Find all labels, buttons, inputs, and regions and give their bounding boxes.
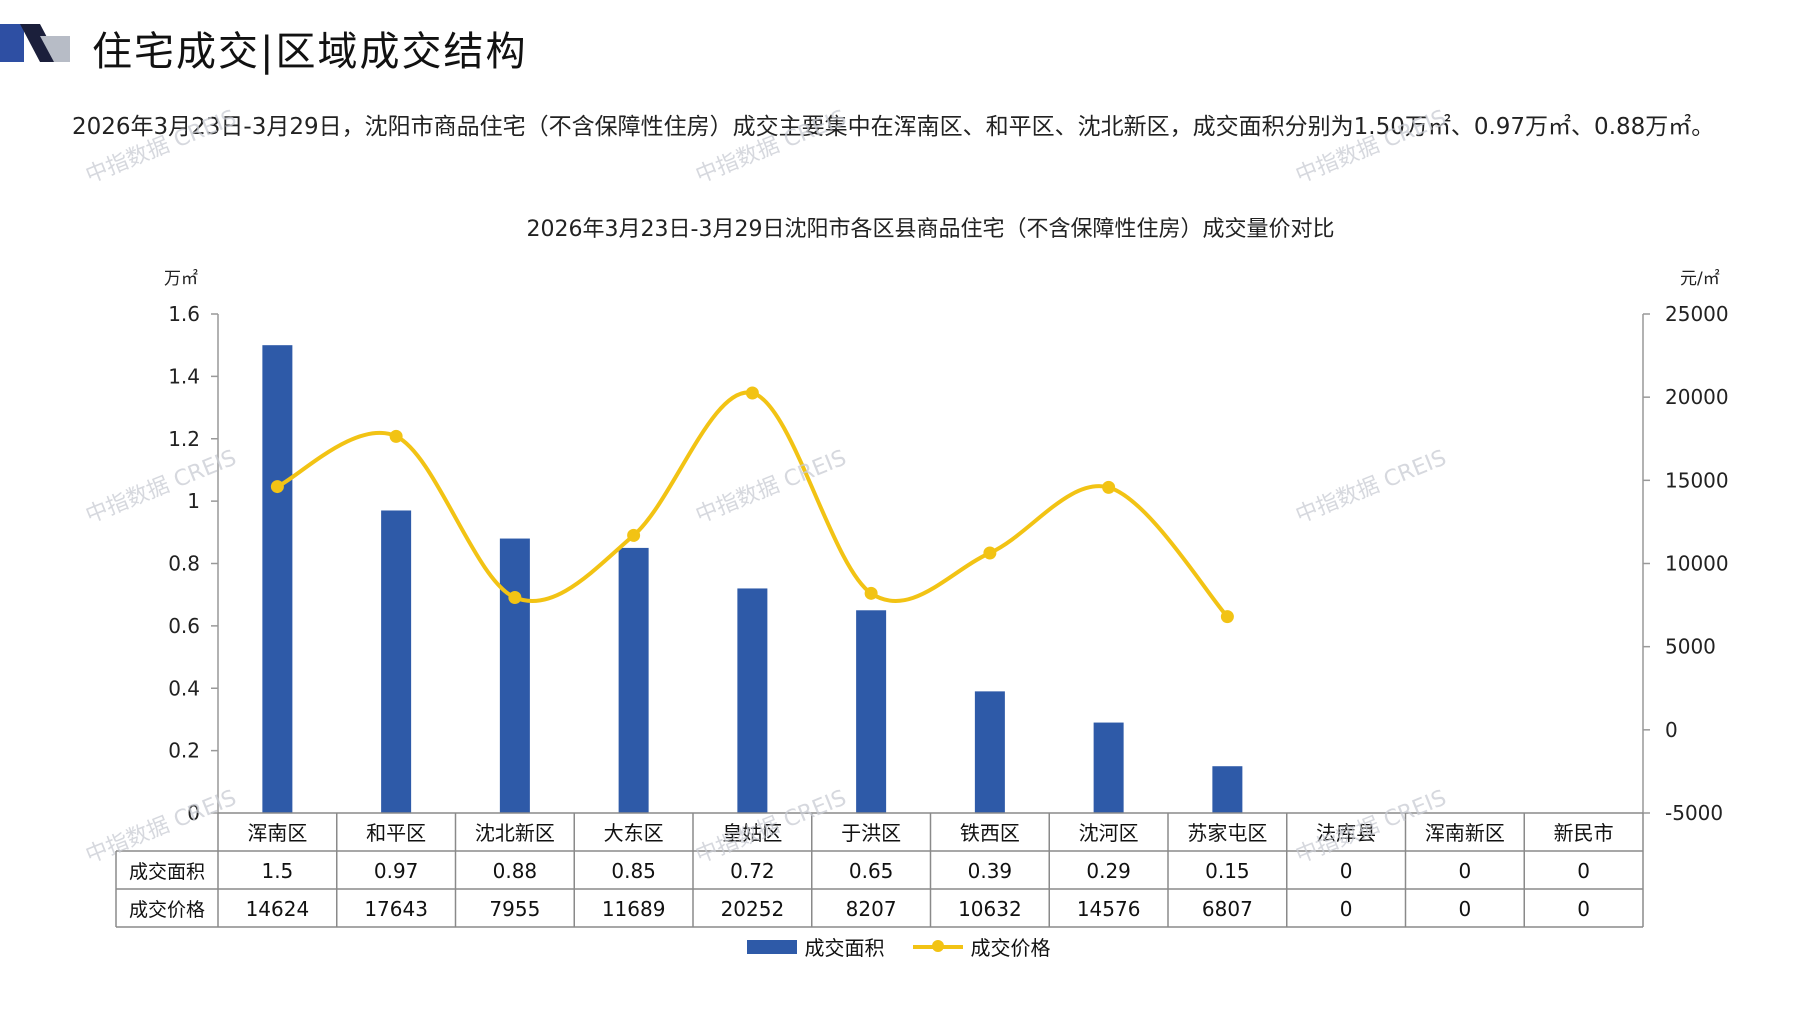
logo-icon (0, 24, 70, 62)
area-value: 0 (1459, 859, 1472, 883)
price-point (627, 528, 641, 542)
price-point (270, 480, 284, 494)
right-tick-label: -5000 (1665, 801, 1723, 825)
left-tick-label: 0.4 (168, 676, 200, 700)
area-value: 0.97 (374, 859, 419, 883)
right-axis-unit: 元/㎡ (1680, 269, 1720, 289)
left-tick-label: 0 (187, 801, 200, 825)
price-point (1102, 480, 1116, 494)
price-point (745, 386, 759, 400)
price-value: 7955 (489, 897, 540, 921)
left-tick-label: 1.6 (168, 302, 200, 326)
category-label: 沈河区 (1079, 821, 1139, 845)
category-label: 苏家屯区 (1187, 821, 1267, 845)
area-value: 0.29 (1086, 859, 1131, 883)
price-point (1220, 610, 1234, 624)
left-tick-label: 1 (187, 489, 200, 513)
chart-title: 2026年3月23日-3月29日沈阳市各区县商品住宅（不含保障性住房）成交量价对… (527, 217, 1335, 242)
area-value: 0.88 (493, 859, 538, 883)
bar (1212, 766, 1243, 813)
legend-swatch-bar (746, 939, 797, 954)
bar (974, 691, 1005, 813)
price-point (389, 429, 403, 443)
legend-item-area: 成交面积 (746, 932, 885, 961)
area-value: 0.65 (849, 859, 894, 883)
bar (737, 588, 768, 813)
category-label: 和平区 (366, 821, 426, 845)
price-point (864, 586, 878, 600)
left-tick-label: 1.4 (168, 364, 200, 388)
area-value: 0.85 (611, 859, 656, 883)
price-value: 11689 (602, 897, 666, 921)
right-tick-label: 20000 (1665, 385, 1729, 409)
category-label: 沈北新区 (475, 821, 555, 845)
row-header-area: 成交面积 (129, 861, 205, 883)
category-label: 法库县 (1316, 821, 1376, 845)
price-value: 6807 (1202, 897, 1253, 921)
chart-legend: 成交面积 成交价格 (0, 932, 1797, 961)
right-tick-label: 5000 (1665, 635, 1716, 659)
price-point (983, 546, 997, 560)
price-value: 0 (1340, 897, 1353, 921)
price-value: 8207 (846, 897, 897, 921)
right-tick-label: 10000 (1665, 552, 1729, 576)
price-value: 17643 (364, 897, 428, 921)
price-value: 10632 (958, 897, 1022, 921)
area-value: 0.72 (730, 859, 775, 883)
category-label: 浑南区 (247, 821, 307, 845)
price-value: 14624 (246, 897, 310, 921)
category-label: 铁西区 (960, 821, 1020, 845)
price-value: 0 (1459, 897, 1472, 921)
bar (1093, 722, 1124, 813)
summary-text: 2026年3月23日-3月29日，沈阳市商品住宅（不含保障性住房）成交主要集中在… (72, 114, 1715, 140)
price-value: 20252 (721, 897, 785, 921)
category-label: 浑南新区 (1425, 821, 1505, 845)
bar (262, 345, 293, 813)
right-tick-label: 25000 (1665, 302, 1729, 326)
legend-swatch-line (912, 939, 963, 952)
header: 住宅成交|区域成交结构 (0, 22, 1797, 82)
area-value: 0.39 (968, 859, 1013, 883)
left-tick-label: 0.6 (168, 614, 200, 638)
area-value: 0 (1577, 859, 1590, 883)
left-tick-label: 0.2 (168, 739, 200, 763)
legend-item-price: 成交价格 (912, 932, 1051, 961)
category-label: 新民市 (1554, 821, 1614, 845)
right-tick-label: 15000 (1665, 468, 1729, 492)
price-point (508, 591, 522, 605)
bar (856, 610, 887, 813)
category-label: 大东区 (604, 821, 664, 845)
left-tick-label: 0.8 (168, 552, 200, 576)
category-label: 于洪区 (841, 821, 901, 845)
bar (618, 547, 649, 813)
price-value: 0 (1577, 897, 1590, 921)
row-header-price: 成交价格 (129, 899, 205, 921)
bar (381, 510, 412, 813)
area-value: 0 (1340, 859, 1353, 883)
legend-label-price: 成交价格 (970, 936, 1051, 960)
bar (499, 538, 530, 813)
price-line (276, 390, 1229, 618)
left-axis-unit: 万㎡ (164, 269, 198, 289)
left-tick-label: 1.2 (168, 427, 200, 451)
area-value: 1.5 (261, 859, 293, 883)
legend-label-area: 成交面积 (804, 936, 885, 960)
category-label: 皇姑区 (722, 821, 782, 845)
right-tick-label: 0 (1665, 718, 1678, 742)
price-value: 14576 (1077, 897, 1141, 921)
page-title: 住宅成交|区域成交结构 (92, 29, 528, 75)
area-value: 0.15 (1205, 859, 1250, 883)
